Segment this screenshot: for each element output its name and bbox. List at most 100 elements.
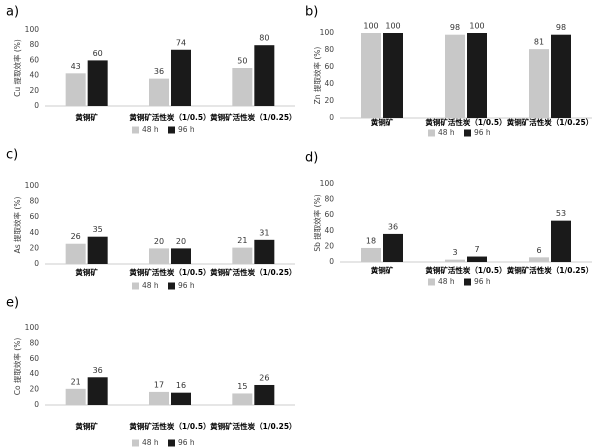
value-label: 36 [93,366,103,375]
value-label: 36 [388,222,398,231]
bar [383,33,403,118]
legend-swatch [464,129,471,137]
y-tick-label: 40 [324,226,334,235]
y-tick-label: 20 [324,96,334,105]
bar [445,34,465,119]
value-label: 80 [259,34,269,43]
value-label: 50 [237,57,247,66]
bar [232,68,253,106]
panel-label: b) [305,5,318,20]
bar [254,45,275,106]
bar [361,33,381,118]
legend-swatch [132,282,139,290]
x-tick-label: 黄铜矿 [75,267,98,277]
value-label: 53 [556,209,566,218]
bar [87,236,108,264]
value-label: 81 [534,38,544,47]
x-tick-label: 黄铜矿 [75,112,98,122]
value-label: 26 [259,373,269,382]
value-label: 100 [469,22,484,31]
y-tick-label: 20 [324,241,334,250]
y-axis-label: Co 提取效率 (%) [12,338,22,396]
y-tick-label: 80 [324,195,334,204]
panel-label: a) [6,5,19,20]
value-label: 31 [259,228,269,237]
panel-label: e) [6,296,19,311]
bar [254,239,275,264]
bar [254,384,275,405]
value-label: 3 [452,248,457,257]
x-tick-label: 黄铜矿活性炭（1/0.5） [129,267,210,277]
y-tick-label: 100 [320,179,335,188]
y-tick-label: 40 [29,228,39,237]
bar [171,248,191,264]
y-tick-label: 100 [320,28,335,37]
x-tick-label: 黄铜矿活性炭（1/0.25） [507,117,593,127]
y-tick-label: 0 [329,257,334,266]
legend-label: 48 h [142,438,159,447]
value-label: 15 [237,382,247,391]
x-tick-label: 黄铜矿活性炭（1/0.5） [425,265,506,275]
y-tick-label: 20 [29,385,39,394]
y-tick-label: 80 [29,338,39,347]
value-label: 21 [71,377,81,386]
bar [445,259,465,262]
y-tick-label: 40 [29,369,39,378]
value-label: 17 [154,380,164,389]
y-tick-label: 80 [29,40,39,49]
x-tick-label: 黄铜矿 [371,117,394,127]
bar [149,248,169,264]
bar [149,78,169,106]
x-tick-label: 黄铜矿活性炭（1/0.25） [210,112,296,122]
y-tick-label: 0 [34,101,39,110]
bar [232,247,253,264]
legend-label: 48 h [438,128,455,137]
legend-label: 96 h [474,128,491,137]
legend-label: 48 h [142,125,159,134]
bar [65,73,86,106]
bar [232,393,253,405]
value-label: 60 [93,49,103,58]
y-tick-label: 40 [324,79,334,88]
value-label: 21 [237,236,247,245]
x-tick-label: 黄铜矿 [75,421,98,431]
value-label: 16 [176,381,186,390]
value-label: 35 [93,225,103,234]
y-tick-label: 60 [29,55,39,64]
y-tick-label: 0 [34,259,39,268]
y-tick-label: 60 [324,62,334,71]
legend-swatch [168,126,175,134]
value-label: 26 [71,232,81,241]
x-tick-label: 黄铜矿活性炭（1/0.25） [210,267,296,277]
legend-label: 96 h [178,438,195,447]
bar [383,233,403,262]
x-tick-label: 黄铜矿活性炭（1/0.25） [210,421,296,431]
x-tick-label: 黄铜矿活性炭（1/0.25） [507,265,593,275]
legend-label: 96 h [178,281,195,290]
panel-label: c) [6,148,18,163]
legend-swatch [132,439,139,447]
y-tick-label: 0 [329,113,334,122]
bar [551,220,571,262]
y-tick-label: 100 [25,323,40,332]
value-label: 20 [154,237,164,246]
bar [65,243,86,264]
x-tick-label: 黄铜矿 [371,265,394,275]
value-label: 98 [450,23,460,32]
bar [529,257,549,262]
value-label: 7 [474,245,479,254]
bar [171,392,191,405]
value-label: 18 [366,236,376,245]
y-tick-label: 100 [25,181,40,190]
value-label: 6 [536,246,541,255]
bar [149,391,169,405]
legend-label: 48 h [142,281,159,290]
y-tick-label: 0 [34,400,39,409]
x-tick-label: 黄铜矿活性炭（1/0.5） [129,112,210,122]
value-label: 98 [556,23,566,32]
y-tick-label: 80 [29,197,39,206]
y-axis-label: Cu 提取效率 (%) [12,39,22,97]
bar [467,33,487,118]
y-axis-label: Sb 提取效率 (%) [312,194,322,251]
y-tick-label: 20 [29,86,39,95]
